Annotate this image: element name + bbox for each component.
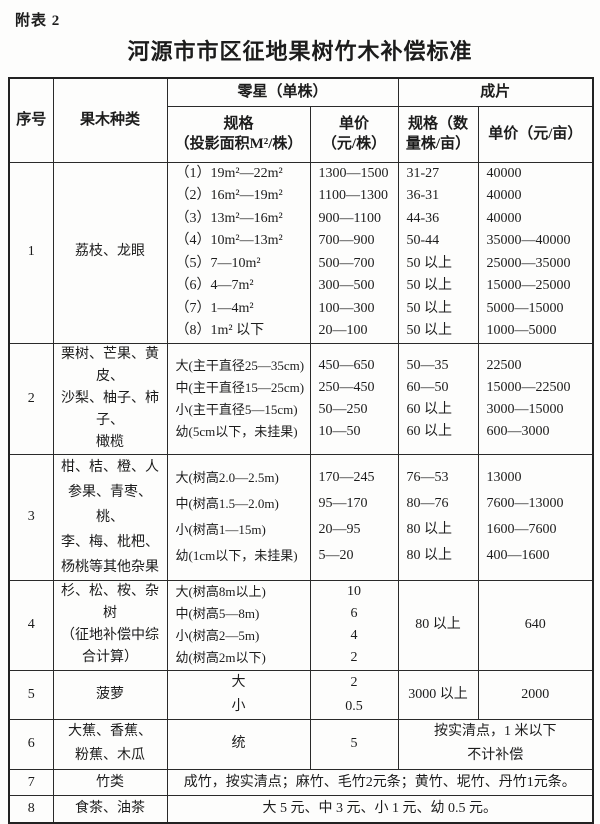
table-row: 7 竹类 成竹，按实清点；麻竹、毛竹2元条；黄竹、坭竹、丹竹1元条。	[8, 768, 594, 796]
cell-patch-unit-price: 13000 7600—13000 1600—7600 400—1600	[477, 453, 594, 581]
cell-type: 食茶、油茶	[52, 794, 168, 824]
table-row: 4 杉、松、桉、杂树 （征地补偿中综 合计算） 大(树高8m以上) 中(树高5—…	[8, 579, 594, 671]
cell-patch-spec: 80 以上	[397, 579, 479, 671]
header-col-spec: 规格 （投影面积M²/株）	[166, 105, 311, 163]
cell-type: 栗树、芒果、黄皮、 沙梨、柚子、柿子、 橄榄	[52, 342, 168, 455]
cell-patch-unit-price: 640	[477, 579, 594, 671]
header-col-patch-unit: 单价（元/亩）	[477, 105, 594, 163]
table-row: 5 菠萝 大 小 2 0.5 3000 以上 2000	[8, 669, 594, 720]
header-col-no: 序号	[8, 77, 54, 163]
header-col-patch-spec: 规格（数 量株/亩）	[397, 105, 479, 163]
cell-no: 6	[8, 718, 54, 770]
cell-patch-spec: 50—35 60—50 60 以上 60 以上	[397, 342, 479, 455]
cell-no: 7	[8, 768, 54, 796]
cell-patch-unit-price: 2000	[477, 669, 594, 720]
header-col-type: 果木种类	[52, 77, 168, 163]
table-row: 1 荔枝、龙眼 （1）19m²—22m² （2）16m²—19m² （3）13m…	[8, 161, 594, 344]
cell-type: 竹类	[52, 768, 168, 796]
cell-no: 3	[8, 453, 54, 581]
cell-patch-note: 按实清点，1 米以下 不计补偿	[397, 718, 594, 770]
cell-no: 1	[8, 161, 54, 344]
cell-patch-spec: 3000 以上	[397, 669, 479, 720]
cell-unit-price: 170—245 95—170 20—95 5—20	[309, 453, 399, 581]
cell-type: 柑、桔、橙、人 参果、青枣、桃、 李、梅、枇杷、 杨桃等其他杂果	[52, 453, 168, 581]
cell-patch-unit-price: 40000 40000 40000 35000—40000 25000—3500…	[477, 161, 594, 344]
cell-type: 菠萝	[52, 669, 168, 720]
header-col-unit: 单价 （元/株）	[309, 105, 399, 163]
cell-type: 大蕉、香蕉、 粉蕉、木瓜	[52, 718, 168, 770]
header-group-scattered: 零星（单株）	[166, 77, 399, 107]
compensation-table: 序号 果木种类 零星（单株） 成片 规格 （投影面积M²/株） 单价 （元/株）…	[8, 77, 595, 824]
table-row: 8 食茶、油茶 大 5 元、中 3 元、小 1 元、幼 0.5 元。	[8, 794, 594, 824]
cell-patch-unit-price: 22500 15000—22500 3000—15000 600—3000	[477, 342, 594, 455]
cell-spec: 大(主干直径25—35cm) 中(主干直径15—25cm) 小(主干直径5—15…	[166, 342, 311, 455]
table-row: 3 柑、桔、橙、人 参果、青枣、桃、 李、梅、枇杷、 杨桃等其他杂果 大(树高2…	[8, 453, 594, 581]
cell-no: 2	[8, 342, 54, 455]
page-title: 河源市市区征地果树竹木补偿标准	[127, 39, 473, 64]
cell-unit-price: 10 6 4 2	[309, 579, 399, 671]
table-row: 6 大蕉、香蕉、 粉蕉、木瓜 统 5 按实清点，1 米以下 不计补偿	[8, 718, 594, 770]
cell-merged-note: 成竹，按实清点；麻竹、毛竹2元条；黄竹、坭竹、丹竹1元条。	[166, 768, 594, 796]
cell-spec: 大(树高8m以上) 中(树高5—8m) 小(树高2—5m) 幼(树高2m以下)	[166, 579, 311, 671]
cell-spec: 大(树高2.0—2.5m) 中(树高1.5—2.0m) 小(树高1—15m) 幼…	[166, 453, 311, 581]
cell-spec: 统	[166, 718, 311, 770]
cell-no: 8	[8, 794, 54, 824]
cell-unit-price: 2 0.5	[309, 669, 399, 720]
cell-patch-spec: 31-27 36-31 44-36 50-44 50 以上 50 以上 50 以…	[397, 161, 479, 344]
cell-spec: 大 小	[166, 669, 311, 720]
cell-unit-price: 450—650 250—450 50—250 10—50	[309, 342, 399, 455]
cell-merged-note: 大 5 元、中 3 元、小 1 元、幼 0.5 元。	[166, 794, 594, 824]
cell-unit-price: 1300—1500 1100—1300 900—1100 700—900 500…	[309, 161, 399, 344]
table-row: 2 栗树、芒果、黄皮、 沙梨、柚子、柿子、 橄榄 大(主干直径25—35cm) …	[8, 342, 594, 455]
cell-type: 荔枝、龙眼	[52, 161, 168, 344]
cell-no: 4	[8, 579, 54, 671]
cell-spec: （1）19m²—22m² （2）16m²—19m² （3）13m²—16m² （…	[166, 161, 311, 344]
cell-type: 杉、松、桉、杂树 （征地补偿中综 合计算）	[52, 579, 168, 671]
document-page: 附表 2 河源市市区征地果树竹木补偿标准 序号 果木种类 零星（单株） 成片 规…	[8, 13, 595, 824]
cell-no: 5	[8, 669, 54, 720]
appendix-tag: 附表 2	[15, 13, 61, 29]
cell-patch-spec: 76—53 80—76 80 以上 80 以上	[397, 453, 479, 581]
header-group-patch: 成片	[397, 77, 594, 107]
cell-unit-price: 5	[309, 718, 399, 770]
